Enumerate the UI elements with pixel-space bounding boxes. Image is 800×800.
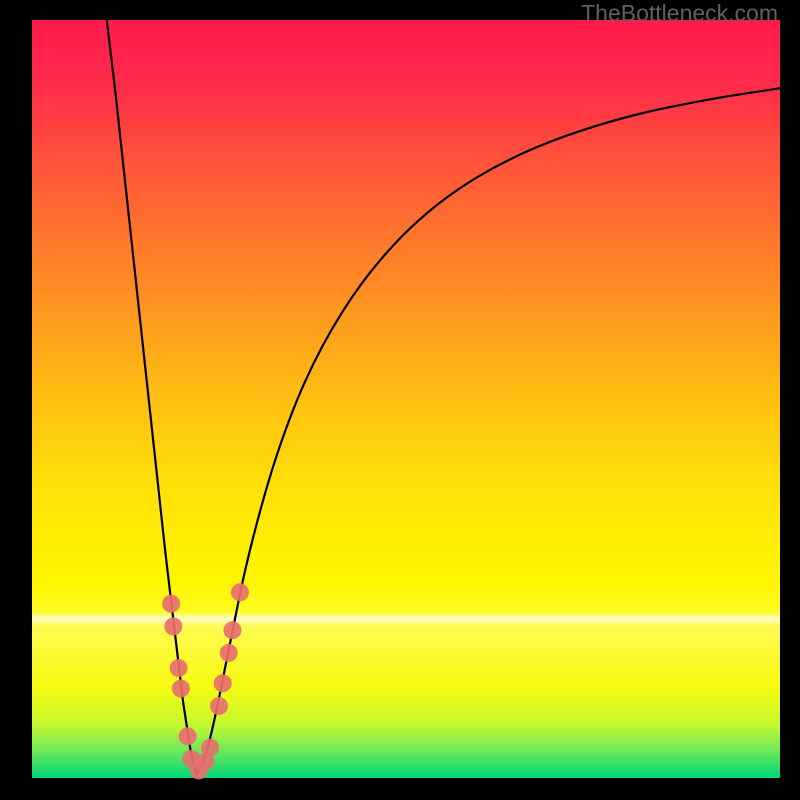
plot-gradient-background	[32, 20, 780, 778]
watermark-text: TheBottleneck.com	[581, 0, 778, 27]
chart-root: TheBottleneck.com	[0, 0, 800, 800]
